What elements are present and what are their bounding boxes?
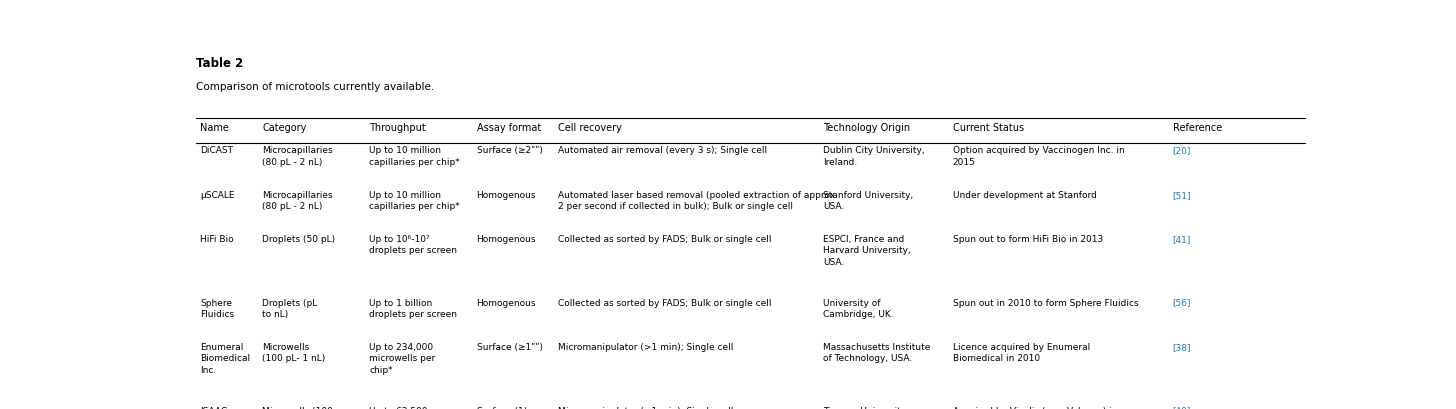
Text: ESPCI, France and
Harvard University,
USA.: ESPCI, France and Harvard University, US… xyxy=(823,234,910,266)
Text: DiCAST: DiCAST xyxy=(199,146,233,155)
Text: Droplets (50 pL): Droplets (50 pL) xyxy=(262,234,335,243)
Text: [41]: [41] xyxy=(1172,234,1191,243)
Text: Licence acquired by Enumeral
Biomedical in 2010: Licence acquired by Enumeral Biomedical … xyxy=(952,342,1091,362)
Text: Cell recovery: Cell recovery xyxy=(558,122,622,133)
Text: Up to 1 billion
droplets per screen: Up to 1 billion droplets per screen xyxy=(370,298,457,318)
Text: HiFi Bio: HiFi Bio xyxy=(199,234,233,243)
Text: Sphere
Fluidics: Sphere Fluidics xyxy=(199,298,234,318)
Text: Massachusetts Institute
of Technology, USA.: Massachusetts Institute of Technology, U… xyxy=(823,342,930,362)
Text: Current Status: Current Status xyxy=(952,122,1024,133)
Text: Enumeral
Biomedical
Inc.: Enumeral Biomedical Inc. xyxy=(199,342,250,374)
Text: Microwells
(100 pL- 1 nL): Microwells (100 pL- 1 nL) xyxy=(262,342,325,362)
Text: Homogenous: Homogenous xyxy=(476,190,536,199)
Text: Stanford University,
USA.: Stanford University, USA. xyxy=(823,190,913,211)
Text: Up to 234,000
microwells per
chip*: Up to 234,000 microwells per chip* xyxy=(370,342,435,374)
Text: Homogenous: Homogenous xyxy=(476,298,536,307)
Text: Automated air removal (every 3 s); Single cell: Automated air removal (every 3 s); Singl… xyxy=(558,146,767,155)
Text: Micromanipulator (>1 min); Single cell: Micromanipulator (>1 min); Single cell xyxy=(558,406,734,409)
Text: Dublin City University,
Ireland.: Dublin City University, Ireland. xyxy=(823,146,925,166)
Text: Assay format: Assay format xyxy=(476,122,540,133)
Text: [56]: [56] xyxy=(1172,298,1191,307)
Text: [20]: [20] xyxy=(1172,146,1191,155)
Text: Droplets (pL
to nL): Droplets (pL to nL) xyxy=(262,298,317,318)
Text: Automated laser based removal (pooled extraction of approx.
2 per second if coll: Automated laser based removal (pooled ex… xyxy=(558,190,837,211)
Text: Spun out in 2010 to form Sphere Fluidics: Spun out in 2010 to form Sphere Fluidics xyxy=(952,298,1139,307)
Text: University of
Cambridge, UK.: University of Cambridge, UK. xyxy=(823,298,894,318)
Text: Surface (≥1ʺʺ): Surface (≥1ʺʺ) xyxy=(476,342,543,351)
Text: [40]: [40] xyxy=(1172,406,1191,409)
Text: [51]: [51] xyxy=(1172,190,1191,199)
Text: Microwells (100
pL- 1 nL): Microwells (100 pL- 1 nL) xyxy=(262,406,333,409)
Text: Name: Name xyxy=(199,122,229,133)
Text: Toyama University,
Japan.: Toyama University, Japan. xyxy=(823,406,909,409)
Text: Microcapillaries
(80 pL - 2 nL): Microcapillaries (80 pL - 2 nL) xyxy=(262,146,333,166)
Text: Microcapillaries
(80 pL - 2 nL): Microcapillaries (80 pL - 2 nL) xyxy=(262,190,333,211)
Text: Up to 10 million
capillaries per chip*: Up to 10 million capillaries per chip* xyxy=(370,190,460,211)
Text: Micromanipulator (>1 min); Single cell: Micromanipulator (>1 min); Single cell xyxy=(558,342,734,351)
Text: Surface (1): Surface (1) xyxy=(476,406,527,409)
Text: Reference: Reference xyxy=(1172,122,1222,133)
Text: Category: Category xyxy=(262,122,307,133)
Text: ISAAC: ISAAC xyxy=(199,406,227,409)
Text: Option acquired by Vaccinogen Inc. in
2015: Option acquired by Vaccinogen Inc. in 20… xyxy=(952,146,1124,166)
Text: Under development at Stanford: Under development at Stanford xyxy=(952,190,1096,199)
Text: Up to 10⁶-10⁷
droplets per screen: Up to 10⁶-10⁷ droplets per screen xyxy=(370,234,457,255)
Text: Up to 10 million
capillaries per chip*: Up to 10 million capillaries per chip* xyxy=(370,146,460,166)
Text: Homogenous: Homogenous xyxy=(476,234,536,243)
Text: Surface (≥2ʺʺ): Surface (≥2ʺʺ) xyxy=(476,146,543,155)
Text: Acquired by Vivalis (now Valneva) in
2011 and marketed as VIVA|Screen®: Acquired by Vivalis (now Valneva) in 201… xyxy=(952,406,1121,409)
Text: Collected as sorted by FADS; Bulk or single cell: Collected as sorted by FADS; Bulk or sin… xyxy=(558,234,772,243)
Text: Technology Origin: Technology Origin xyxy=(823,122,910,133)
Text: Collected as sorted by FADS; Bulk or single cell: Collected as sorted by FADS; Bulk or sin… xyxy=(558,298,772,307)
Text: [38]: [38] xyxy=(1172,342,1191,351)
Text: Spun out to form HiFi Bio in 2013: Spun out to form HiFi Bio in 2013 xyxy=(952,234,1104,243)
Text: μSCALE: μSCALE xyxy=(199,190,234,199)
Text: Up to 62,500
microwells per
chip*: Up to 62,500 microwells per chip* xyxy=(370,406,435,409)
Text: Throughput: Throughput xyxy=(370,122,427,133)
Text: Table 2: Table 2 xyxy=(195,57,243,70)
Text: Comparison of microtools currently available.: Comparison of microtools currently avail… xyxy=(195,82,434,92)
